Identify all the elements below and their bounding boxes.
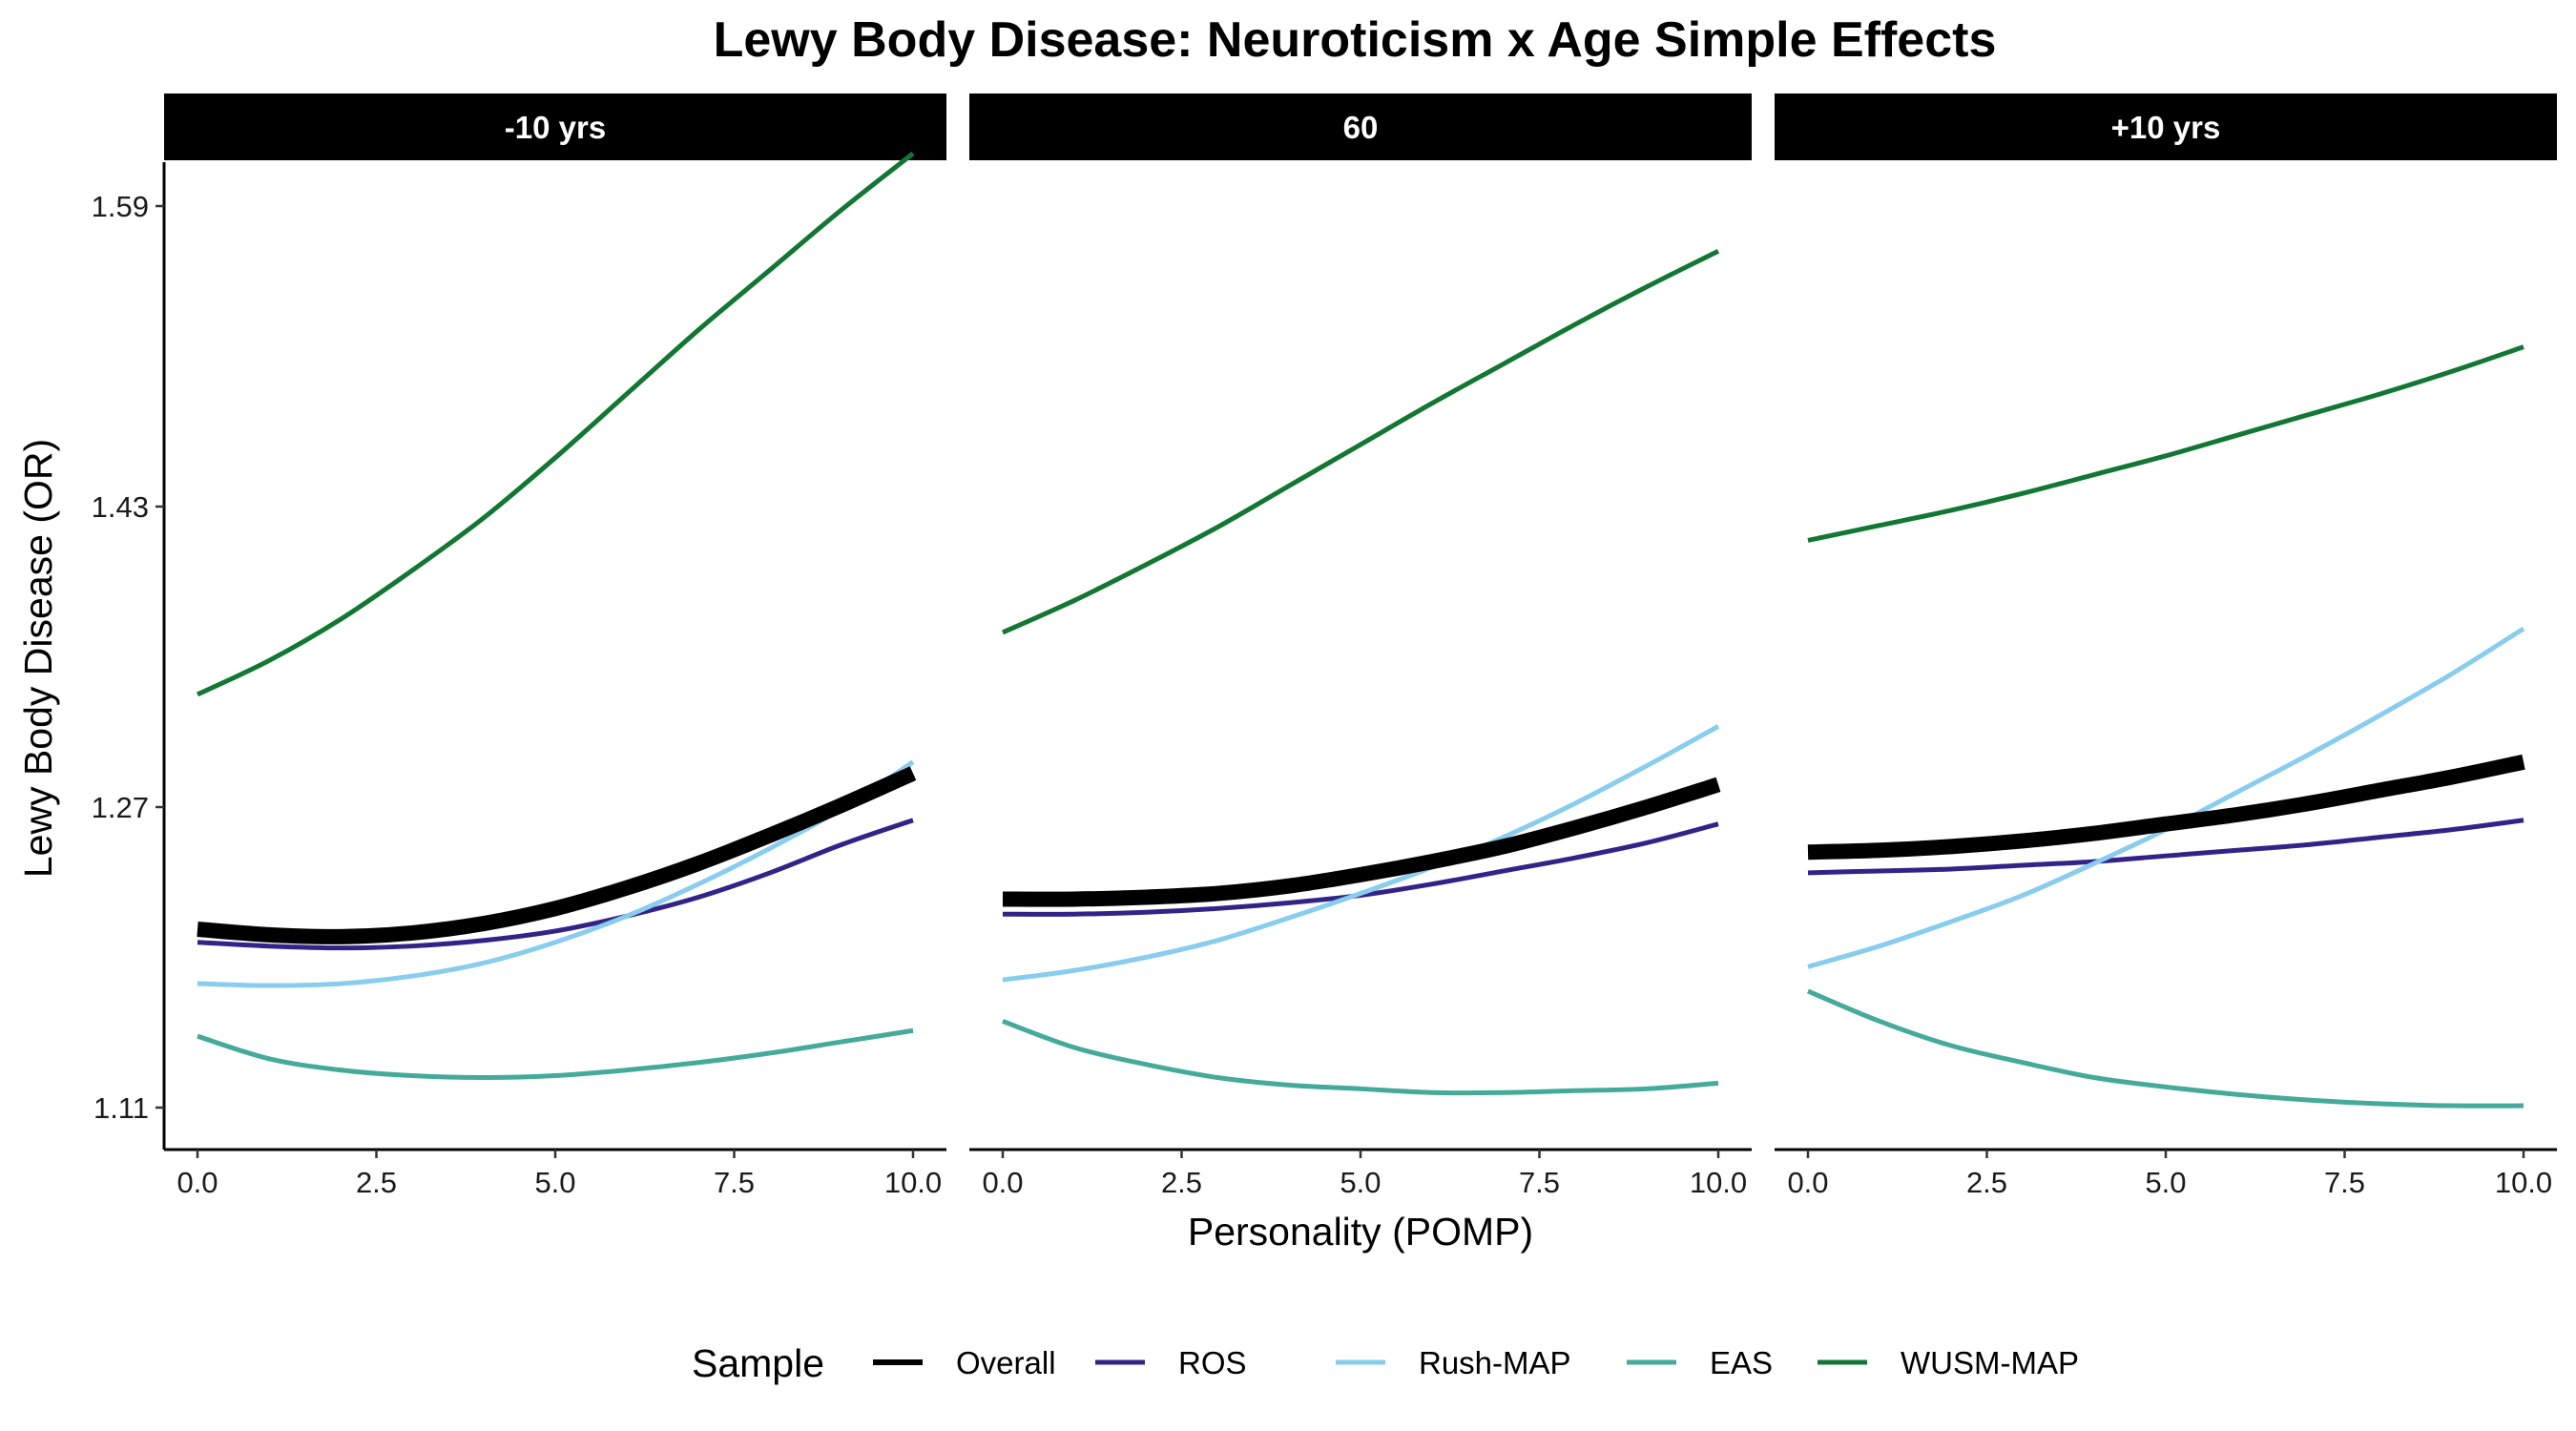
legend-item: Overall [873,1345,1056,1380]
series-line-wusm-map [1001,249,1720,635]
series-line-rush-map [1807,626,2525,969]
legend: Sample Overall ROS Rush-MAP EAS WUSM-MAP [692,1341,2079,1385]
x-tick-label: 2.5 [1966,1166,2007,1199]
series-line-eas [1807,988,2524,1109]
facet-strip [1775,93,2557,160]
x-tick-label: 2.5 [356,1166,397,1199]
legend-item: WUSM-MAP [1818,1345,2079,1380]
series-line-overall [1002,777,1721,907]
facet-strip [164,93,946,160]
legend-label: WUSM-MAP [1901,1345,2079,1380]
facet-panels: -10 yrs 0.0 2.5 5.0 7.5 10.0 60 0.0 2.5 5.0 7.5 10.… [162,93,2557,1199]
y-axis: 1.11 1.27 1.43 1.59 [92,190,164,1125]
y-tick-label: 1.59 [92,190,149,223]
series-line-overall [1807,754,2525,861]
x-tick-label: 7.5 [1519,1166,1560,1199]
x-tick-label: 7.5 [714,1166,755,1199]
x-tick-label: 5.0 [534,1166,575,1199]
chart-title: Lewy Body Disease: Neuroticism x Age Sim… [714,12,1997,68]
x-axis-title: Personality (POMP) [1188,1210,1533,1254]
series-line-eas [1002,1019,1719,1096]
series-line-eas [197,1027,914,1080]
series-line-rush-map [1002,724,1720,983]
legend-item: ROS [1095,1345,1247,1380]
series-line-ros [197,818,914,951]
y-tick-label: 1.27 [92,791,149,824]
facet-panel: 60 0.0 2.5 5.0 7.5 10.0 [969,93,1752,1199]
legend-item: Rush-MAP [1336,1345,1571,1380]
facet-strip [969,93,1752,160]
x-tick-label: 7.5 [2324,1166,2365,1199]
facet-panel: -10 yrs 0.0 2.5 5.0 7.5 10.0 [162,93,946,1199]
x-tick-label: 0.0 [982,1166,1023,1199]
facet-strip-label: -10 yrs [505,110,606,145]
series-line-wusm-map [196,151,915,697]
x-tick-label: 10.0 [1690,1166,1747,1199]
legend-label: ROS [1178,1345,1247,1380]
facet-strip-label: +10 yrs [2111,110,2221,145]
x-tick-label: 5.0 [1340,1166,1381,1199]
facet-strip-label: 60 [1343,110,1379,145]
x-tick-label: 0.0 [1787,1166,1828,1199]
series-line-ros [1807,818,2524,876]
facet-panel: +10 yrs 0.0 2.5 5.0 7.5 10.0 [1775,93,2557,1199]
legend-item: EAS [1627,1345,1773,1380]
x-tick-label: 10.0 [2495,1166,2552,1199]
series-line-overall [197,766,917,944]
legend-label: Overall [956,1345,1056,1380]
x-tick-label: 0.0 [177,1166,218,1199]
series-line-rush-map [197,759,915,988]
legend-label: Rush-MAP [1419,1345,1571,1380]
legend-title: Sample [692,1341,824,1385]
x-tick-label: 2.5 [1161,1166,1202,1199]
y-tick-label: 1.11 [93,1091,149,1125]
series-line-wusm-map [1807,344,2524,543]
y-axis-title: Lewy Body Disease (OR) [16,439,60,878]
x-tick-label: 5.0 [2145,1166,2186,1199]
y-tick-label: 1.43 [92,490,149,524]
x-tick-label: 10.0 [884,1166,942,1199]
legend-label: EAS [1710,1345,1773,1380]
